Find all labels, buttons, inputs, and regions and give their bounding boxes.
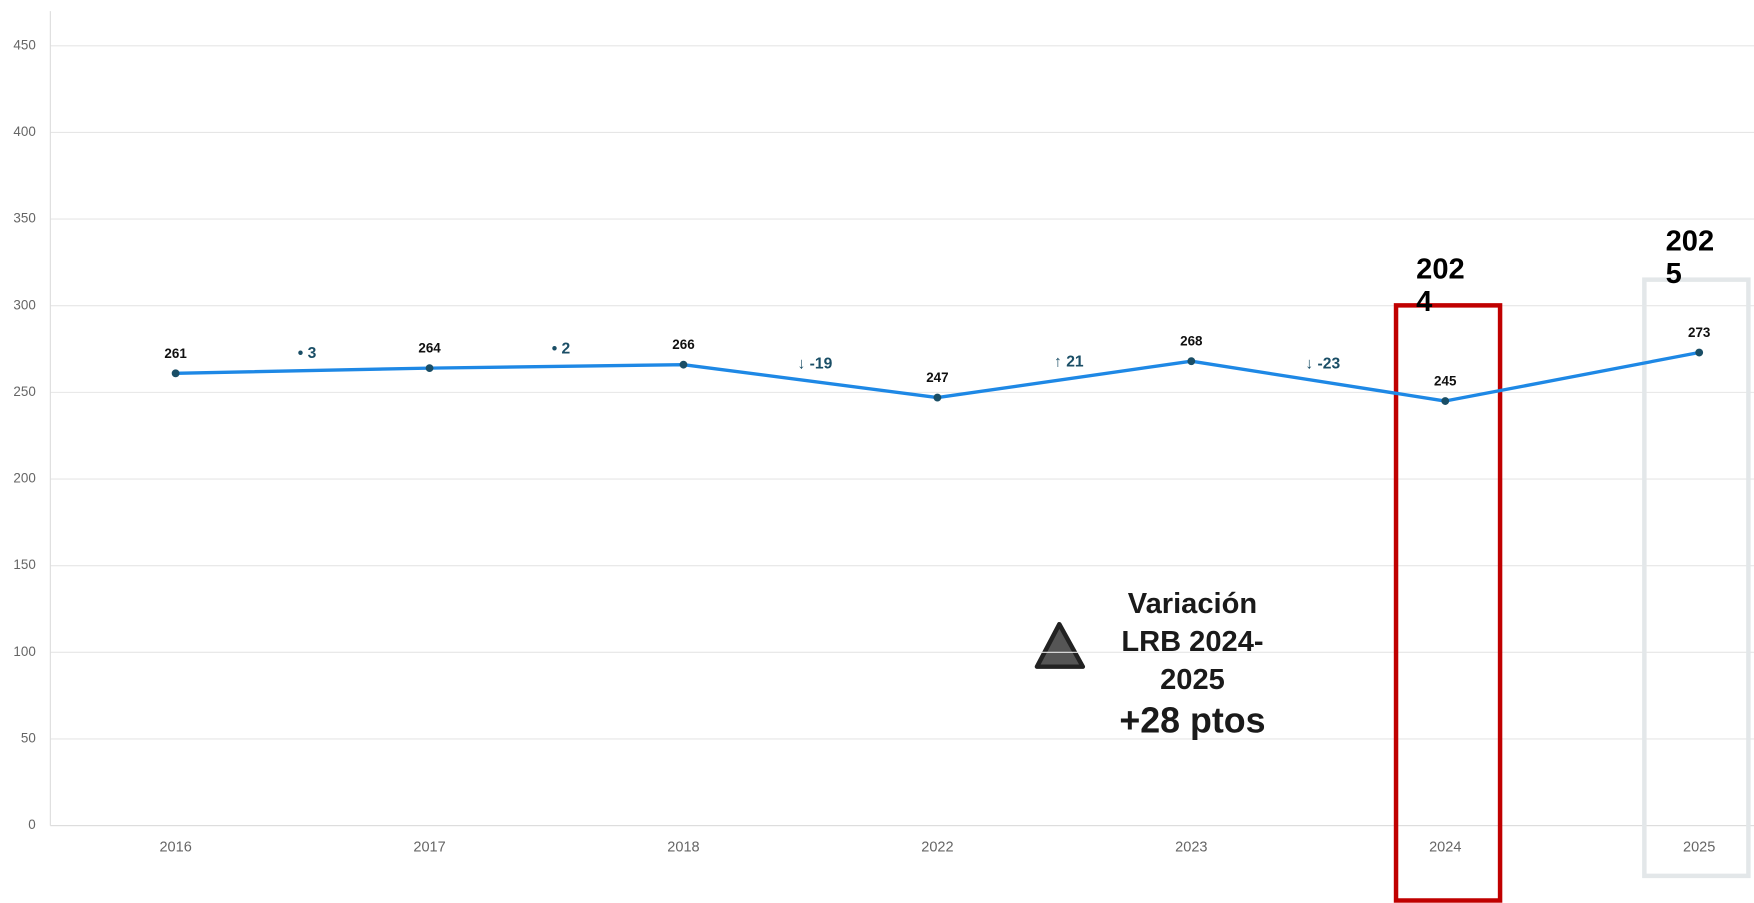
data-label: 247: [926, 370, 948, 385]
annotation-title: Variación LRB 2024-2025: [1121, 586, 1264, 696]
data-point: [679, 360, 688, 369]
data-point: [933, 393, 942, 402]
x-tick-label: 2022: [921, 840, 953, 856]
triangle-icon: [1034, 621, 1086, 669]
data-point: [425, 364, 434, 373]
x-tick-label: 2024: [1429, 840, 1461, 856]
data-label: 245: [1434, 374, 1457, 389]
y-tick-label: 100: [13, 644, 35, 659]
data-point: [1695, 348, 1704, 357]
annotation: Variación LRB 2024-2025 +28 ptos: [1103, 584, 1282, 743]
x-tick-label: 2017: [413, 840, 445, 856]
highlight-label: 2025: [1665, 223, 1715, 290]
data-point: [1187, 357, 1196, 366]
y-tick-label: 400: [13, 124, 35, 139]
y-tick-label: 450: [13, 37, 35, 52]
data-label: 268: [1180, 334, 1203, 349]
data-point: [1441, 397, 1450, 405]
data-label: 264: [418, 341, 441, 356]
variation-label: ↓ -19: [798, 355, 833, 372]
variation-label: • 2: [552, 341, 571, 358]
variation-label: ↑ 21: [1054, 354, 1084, 371]
data-label: 261: [164, 346, 187, 361]
data-label: 266: [672, 337, 694, 352]
annotation-value: +28 ptos: [1119, 700, 1266, 741]
x-tick-label: 2016: [159, 840, 191, 856]
y-tick-label: 350: [13, 211, 35, 226]
x-tick-label: 2023: [1175, 840, 1207, 856]
variation-label: • 3: [298, 345, 317, 362]
y-tick-label: 250: [13, 384, 35, 399]
highlight-box: [1642, 277, 1751, 879]
data-point: [171, 369, 180, 378]
y-tick-label: 0: [28, 817, 35, 832]
x-tick-label: 2025: [1683, 840, 1715, 856]
y-tick-label: 150: [13, 557, 35, 572]
variation-label: ↓ -23: [1305, 355, 1340, 372]
x-tick-label: 2018: [667, 840, 699, 856]
highlight-box: [1393, 303, 1503, 903]
highlight-label: 2024: [1416, 251, 1465, 318]
y-tick-label: 200: [13, 471, 35, 486]
y-tick-label: 50: [21, 730, 36, 745]
y-tick-label: 300: [13, 297, 35, 312]
data-label: 273: [1688, 325, 1710, 340]
